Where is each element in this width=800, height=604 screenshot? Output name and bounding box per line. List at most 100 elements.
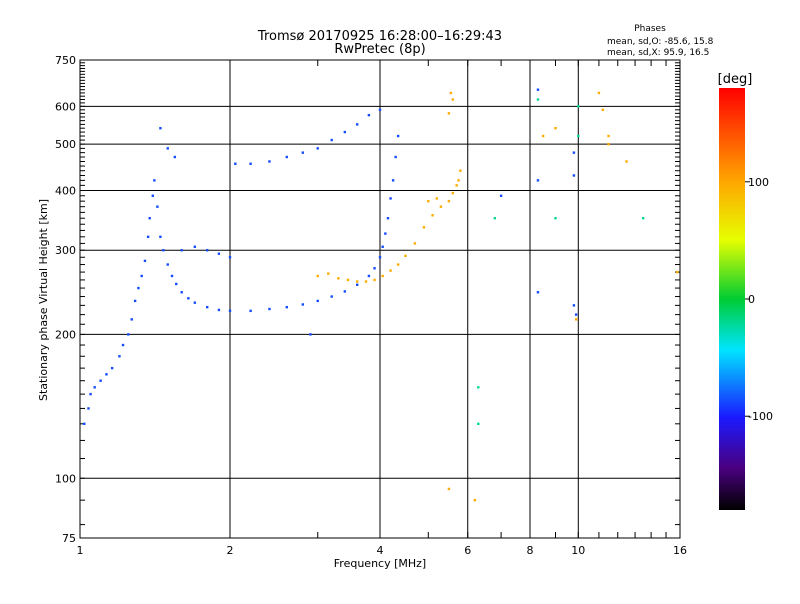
y-tick-label: 100 [55, 472, 76, 485]
data-point-o [301, 303, 305, 306]
data-point-x [541, 134, 545, 138]
data-point-x [346, 278, 350, 282]
data-point-x [447, 487, 451, 491]
data-point-o [89, 392, 92, 396]
data-point-o [228, 256, 232, 259]
data-point-o [205, 305, 209, 309]
x-axis-label: Frequency [MHz] [334, 557, 426, 570]
data-point-o [391, 179, 395, 182]
data-point-x [413, 242, 417, 245]
y-tick-label: 300 [55, 244, 76, 257]
data-point-x [451, 191, 455, 195]
data-point-o [268, 307, 271, 311]
data-point-o [381, 245, 384, 248]
data-point-o [193, 301, 197, 304]
data-point-o [170, 274, 174, 278]
data-point-o [316, 299, 319, 303]
data-point-o [367, 274, 371, 278]
colorbar-tick-label: 100 [748, 176, 769, 189]
data-point-x [381, 274, 384, 278]
data-point-o [330, 295, 333, 298]
data-point-noise [536, 98, 540, 101]
data-point-o [180, 249, 183, 252]
data-point-o [193, 245, 197, 248]
data-point-o [343, 130, 347, 134]
data-point-x [327, 272, 330, 275]
data-point-noise [577, 134, 580, 138]
data-point-x [337, 277, 340, 280]
data-point-noise [577, 105, 580, 108]
data-point-o [394, 155, 397, 159]
data-point-x [435, 197, 438, 200]
data-point-x [364, 280, 368, 283]
data-point-o [93, 386, 96, 389]
data-point-o [285, 155, 288, 159]
colorbar-tick-label: 0 [748, 293, 755, 306]
data-point-o [105, 373, 108, 376]
x-tick-label: 10 [571, 544, 585, 557]
data-point-x [431, 214, 434, 217]
data-point-o [330, 138, 333, 142]
y-tick-label: 750 [55, 54, 76, 67]
data-point-o [140, 274, 143, 278]
data-point-x [457, 179, 460, 182]
data-point-x [451, 98, 455, 101]
data-point-x [355, 280, 359, 283]
x-tick-label: 4 [377, 544, 384, 557]
chart-title: Tromsø 20170925 16:28:00–16:29:43 [257, 29, 502, 44]
colorbar-ticks: 100 0 -100 [745, 176, 773, 423]
data-point-o [378, 108, 382, 112]
data-point-x [449, 91, 453, 95]
phases-line-o: mean, sd,O: -85.6, 15.8 [607, 37, 714, 47]
data-point-x [404, 254, 407, 258]
data-point-o [173, 155, 177, 159]
y-axis-label: Stationary phase Virtual Height [km] [37, 199, 50, 401]
y-tick-label: 400 [55, 184, 76, 197]
data-point-o [316, 147, 319, 150]
data-point-o [87, 407, 90, 410]
data-point-o [148, 217, 151, 220]
data-point-o [159, 126, 162, 130]
data-point-x [625, 160, 628, 163]
data-point-o [378, 256, 382, 259]
data-points-layer [83, 88, 679, 502]
data-point-o [99, 379, 102, 382]
data-point-o [396, 134, 400, 138]
data-point-o [355, 283, 359, 286]
data-point-o [143, 259, 147, 263]
data-point-o [384, 232, 387, 235]
data-point-x [447, 112, 451, 115]
data-point-noise [642, 217, 645, 220]
data-point-o [301, 151, 305, 154]
data-point-o [118, 355, 121, 358]
phases-line-x: mean, sd,X: 95.9, 16.5 [607, 48, 709, 58]
y-tick-label: 500 [55, 138, 76, 151]
data-point-o [180, 291, 183, 294]
data-point-o [127, 333, 130, 336]
data-point-o [285, 305, 288, 309]
data-point-o [83, 422, 86, 426]
data-point-o [249, 309, 252, 313]
data-point-o [217, 308, 221, 312]
data-point-o [268, 160, 271, 163]
data-point-o [146, 235, 150, 239]
data-point-x [676, 270, 679, 274]
data-point-o [572, 174, 576, 177]
data-point-o [156, 205, 159, 208]
grid-layer [79, 59, 681, 538]
x-tick-label: 2 [227, 544, 234, 557]
data-point-o [234, 162, 237, 165]
data-point-o [228, 309, 232, 313]
data-point-noise [493, 217, 497, 220]
data-point-o [572, 304, 576, 307]
data-point-noise [477, 386, 480, 389]
y-tick-label: 200 [55, 328, 76, 341]
x-tick-label: 6 [464, 544, 471, 557]
y-tick-label: 75 [62, 532, 76, 545]
data-point-o [499, 194, 503, 197]
plot-frame [79, 59, 681, 539]
data-point-o [175, 282, 178, 286]
data-point-o [162, 249, 165, 252]
data-point-x [373, 278, 376, 282]
